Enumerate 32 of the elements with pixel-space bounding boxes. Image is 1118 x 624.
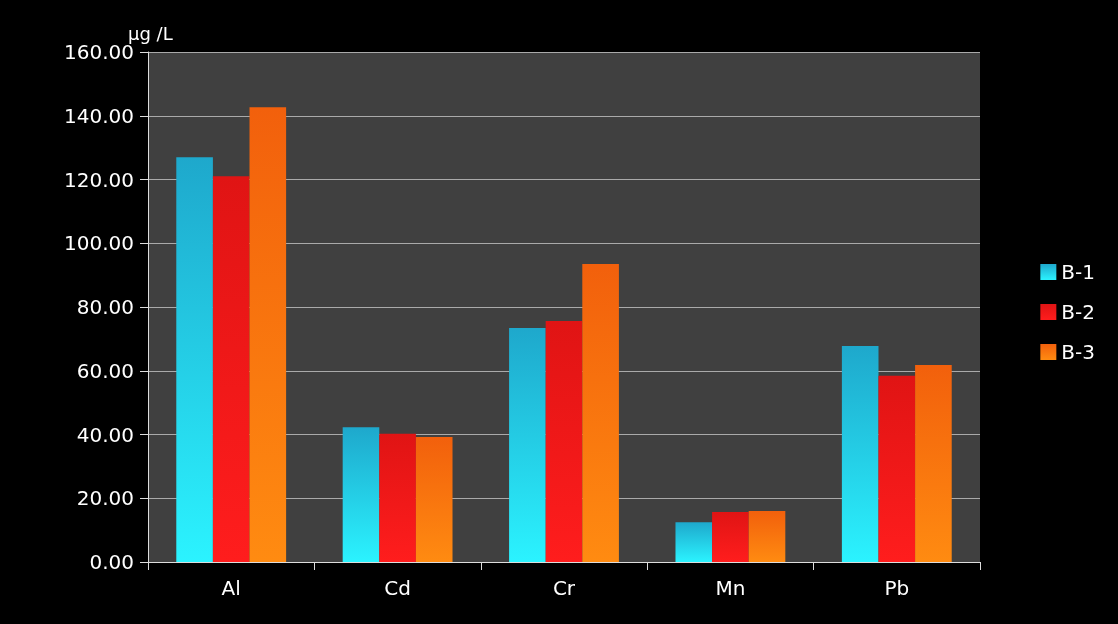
y-tick-label: 120.00 <box>64 167 134 192</box>
bar <box>249 107 287 562</box>
x-tick-label: Pb <box>884 576 910 600</box>
y-tick-label: 40.00 <box>76 422 134 447</box>
legend-label: B-1 <box>1061 260 1096 284</box>
bar <box>582 263 619 562</box>
bar <box>878 375 916 562</box>
bar <box>841 345 879 562</box>
x-tick-label: Cd <box>384 576 411 600</box>
y-tick-label: 20.00 <box>76 486 134 511</box>
bar <box>415 437 453 562</box>
x-tick-label: Cr <box>552 576 576 600</box>
x-tick-label: Al <box>221 576 241 600</box>
legend-label: B-3 <box>1061 340 1096 364</box>
bar <box>712 511 749 562</box>
bar <box>675 522 713 562</box>
bar <box>915 365 952 562</box>
bar <box>212 176 250 562</box>
y-tick-label: 80.00 <box>76 295 134 319</box>
y-tick-label: 100.00 <box>64 231 134 256</box>
y-axis-title: µg /L <box>128 22 173 44</box>
y-tick-label: 60.00 <box>76 358 134 383</box>
x-tick-label: Mn <box>715 576 746 600</box>
bar <box>509 328 546 562</box>
bar <box>748 511 786 562</box>
legend-label: B-2 <box>1061 300 1096 324</box>
bar <box>379 433 416 562</box>
bar <box>342 427 380 562</box>
y-tick-label: 0.00 <box>89 550 134 574</box>
bar <box>176 157 213 562</box>
bar <box>545 321 583 562</box>
y-tick-label: 140.00 <box>64 103 134 128</box>
